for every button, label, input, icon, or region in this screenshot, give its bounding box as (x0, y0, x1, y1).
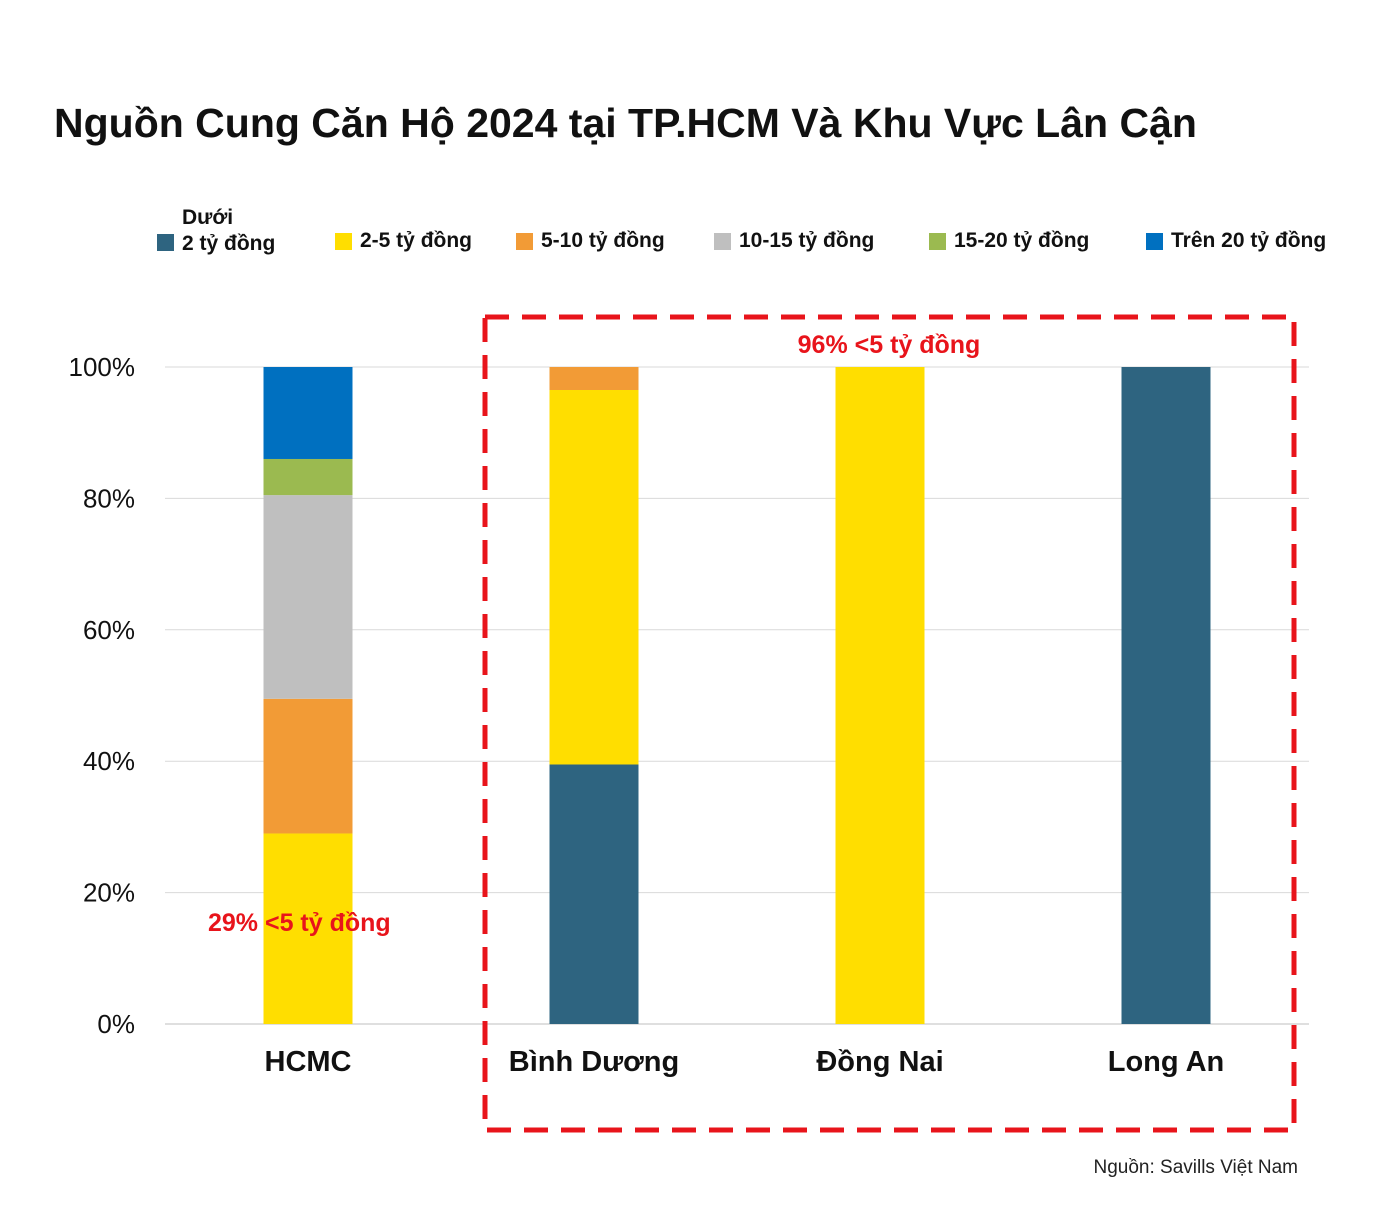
x-tick-label: Đồng Nai (816, 1046, 943, 1078)
legend-swatch-under-2 (157, 234, 174, 251)
legend-item-15-20: 15-20 tỷ đồng (929, 229, 1089, 253)
y-tick-label: 20% (83, 878, 135, 908)
legend-label-under-2: Dưới 2 tỷ đồng (182, 205, 275, 257)
annotation-provinces: 96% <5 tỷ đồng (798, 331, 981, 359)
bar-segment (549, 367, 639, 390)
bar-segment (549, 764, 639, 1024)
bar-segment (549, 389, 639, 765)
y-tick-label: 80% (83, 483, 135, 513)
y-tick-label: 100% (69, 352, 136, 382)
legend-swatch-over-20 (1146, 232, 1163, 250)
legend-item-5-10: 5-10 tỷ đồng (516, 229, 665, 253)
y-tick-label: 40% (83, 746, 135, 776)
legend-swatch-5-10 (516, 232, 533, 250)
legend-label-under-2-line1: Dưới (182, 206, 234, 229)
bar-segment (263, 367, 353, 459)
bar-segment (835, 367, 925, 1024)
legend-item-2-5: 2-5 tỷ đồng (335, 229, 472, 253)
legend-label-15-20: 15-20 tỷ đồng (954, 229, 1090, 252)
legend-swatch-10-15 (714, 232, 731, 250)
bar-segment (263, 495, 353, 699)
annotation-hcmc: 29% <5 tỷ đồng (208, 909, 391, 937)
y-tick-label: 0% (97, 1009, 135, 1039)
legend-swatch-2-5 (335, 232, 352, 250)
legend-label-5-10: 5-10 tỷ đồng (541, 229, 665, 252)
bar-segment (263, 458, 353, 496)
bar-segment (1121, 367, 1211, 1024)
legend-swatch-15-20 (929, 232, 946, 250)
legend-item-over-20: Trên 20 tỷ đồng (1146, 229, 1326, 253)
legend-item-under-2: Dưới 2 tỷ đồng (157, 205, 275, 257)
legend-label-10-15: 10-15 tỷ đồng (739, 229, 875, 252)
legend-label-under-2-line2: 2 tỷ đồng (182, 232, 276, 255)
legend-item-10-15: 10-15 tỷ đồng (714, 229, 874, 253)
source-note: Nguồn: Savills Việt Nam (1093, 1157, 1298, 1178)
bar-segment (263, 833, 353, 1024)
legend-label-over-20: Trên 20 tỷ đồng (1171, 229, 1327, 252)
y-tick-label: 60% (83, 615, 135, 645)
legend-label-2-5: 2-5 tỷ đồng (360, 229, 473, 252)
x-tick-label: Long An (1108, 1046, 1225, 1078)
x-tick-label: HCMC (265, 1046, 352, 1078)
x-tick-label: Bình Dương (509, 1046, 679, 1078)
bar-segment (263, 698, 353, 834)
chart-title: Nguồn Cung Căn Hộ 2024 tại TP.HCM Và Khu… (54, 100, 1197, 146)
